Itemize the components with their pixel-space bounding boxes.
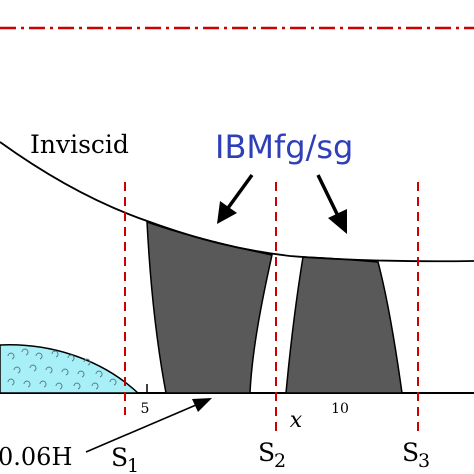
bubble-vortex-pattern bbox=[7, 348, 117, 390]
station-label-s2-letter: S bbox=[258, 438, 275, 467]
shock-region-left bbox=[146, 220, 273, 394]
station-label-s1-subscript: 1 bbox=[127, 455, 139, 474]
arrow-head-left bbox=[217, 201, 237, 224]
pointer-arrows bbox=[85, 173, 347, 453]
gap-label: 0.06H bbox=[0, 443, 72, 471]
inviscid-streamline bbox=[0, 141, 474, 263]
station-label-s3-letter: S bbox=[402, 438, 419, 467]
arrow-to-shock-right bbox=[316, 174, 340, 217]
tick-label-10: 10 bbox=[331, 401, 349, 417]
station-label-s1: S 1 bbox=[111, 443, 139, 474]
method-label: IBMfg/sg bbox=[215, 128, 353, 166]
station-label-s2: S 2 bbox=[258, 438, 286, 472]
shock-region-right bbox=[285, 256, 403, 394]
inviscid-label: Inviscid bbox=[30, 130, 129, 159]
x-axis-label: x bbox=[290, 408, 303, 433]
arrow-to-shock-left bbox=[226, 173, 254, 210]
separation-bubble bbox=[0, 344, 140, 394]
arrow-head-right bbox=[328, 209, 347, 234]
arrow-head-gap bbox=[192, 398, 212, 412]
station-label-s3: S 3 bbox=[402, 438, 430, 472]
arrow-gap-pointer bbox=[85, 404, 197, 453]
tick-label-5: 5 bbox=[141, 401, 150, 417]
station-label-s1-letter: S bbox=[111, 443, 128, 472]
station-label-s3-subscript: 3 bbox=[418, 450, 430, 472]
station-label-s2-subscript: 2 bbox=[274, 450, 286, 472]
